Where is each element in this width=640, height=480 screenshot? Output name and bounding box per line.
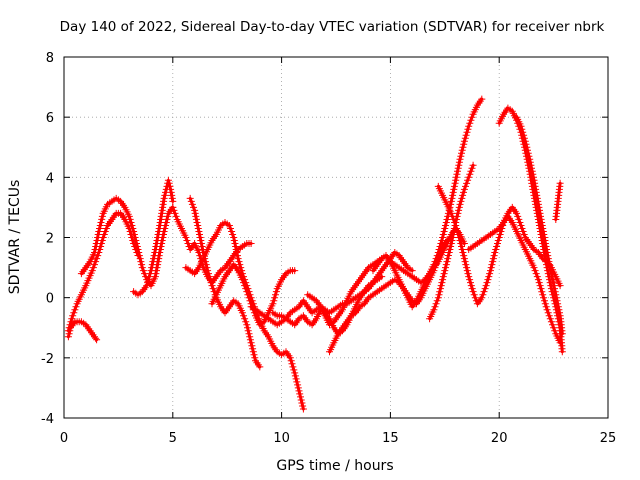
series-point-markers xyxy=(552,179,564,223)
series-point-markers xyxy=(304,249,416,317)
series-point-markers xyxy=(269,255,386,329)
x-tick-label: 25 xyxy=(600,431,617,446)
series-arc-18 xyxy=(495,104,566,356)
series-trace xyxy=(132,178,175,297)
series-trace xyxy=(497,106,564,354)
series-point-markers xyxy=(426,161,477,323)
series-arc-15 xyxy=(426,161,477,323)
y-tick-label: 8 xyxy=(46,51,54,66)
y-tick-label: 6 xyxy=(46,111,54,126)
chart-title: Day 140 of 2022, Sidereal Day-to-day VTE… xyxy=(60,19,605,35)
y-axis-label: SDTVAR / TECUs xyxy=(7,180,23,295)
x-tick-label: 0 xyxy=(60,431,68,446)
series-arc-1 xyxy=(64,318,101,344)
series-arc-11 xyxy=(304,249,416,317)
grid xyxy=(64,57,608,418)
series-arc-17 xyxy=(465,212,564,347)
data-series xyxy=(64,95,566,413)
series-arc-4 xyxy=(130,176,177,299)
x-axis-label: GPS time / hours xyxy=(276,458,393,474)
y-tick-label: -2 xyxy=(41,352,54,367)
y-tick-label: 0 xyxy=(46,292,54,307)
x-tick-label: 20 xyxy=(491,431,508,446)
series-point-markers xyxy=(513,113,566,338)
y-tick-label: 2 xyxy=(46,232,54,247)
x-tick-label: 5 xyxy=(169,431,177,446)
y-tick-label: -4 xyxy=(41,412,54,427)
series-arc-10 xyxy=(269,255,386,329)
y-tick-label: 4 xyxy=(46,171,54,186)
series-point-markers xyxy=(386,95,486,287)
series-arc-19 xyxy=(513,113,566,338)
x-tick-label: 10 xyxy=(273,431,290,446)
series-arc-14 xyxy=(386,95,486,287)
series-point-markers xyxy=(465,212,564,347)
axis-ticks: 0 5 10 15 20 25 -4 -2 0 2 4 6 8 xyxy=(41,51,616,446)
series-point-markers xyxy=(495,104,566,356)
x-tick-label: 15 xyxy=(382,431,399,446)
series-point-markers xyxy=(130,176,177,299)
series-arc-20 xyxy=(552,179,564,223)
